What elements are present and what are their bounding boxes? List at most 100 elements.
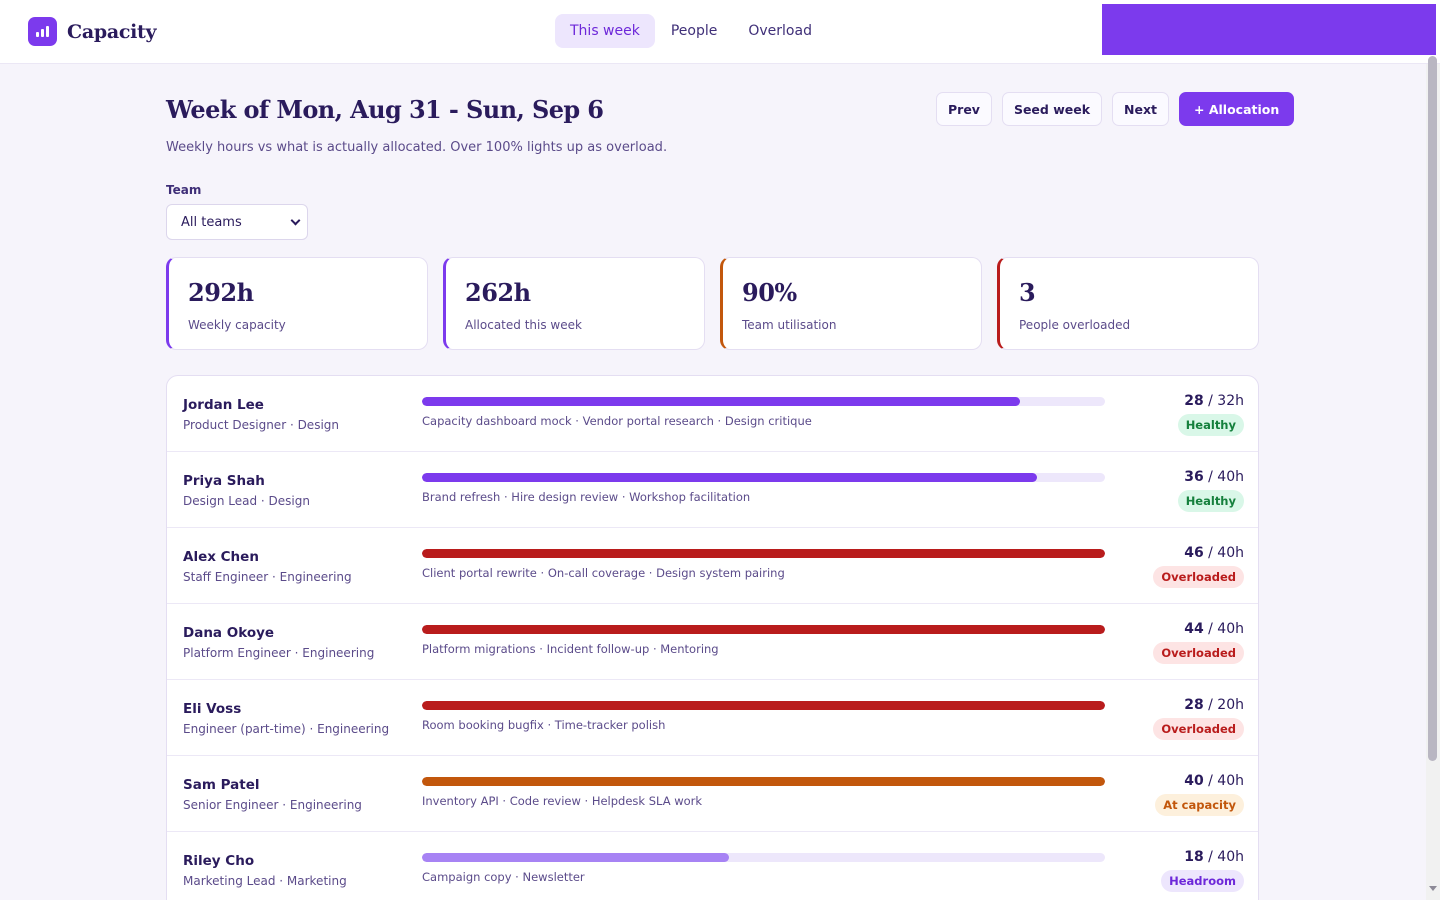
capacity-hours: / 40h bbox=[1203, 545, 1244, 561]
person-name[interactable]: Riley Cho bbox=[183, 853, 255, 869]
person-role: Engineer (part-time) · Engineering bbox=[183, 722, 390, 736]
status-badge: Healthy bbox=[1177, 490, 1244, 512]
status-badge: At capacity bbox=[1155, 794, 1244, 816]
person-name[interactable]: Sam Patel bbox=[183, 777, 260, 793]
prev-week-button[interactable]: Prev bbox=[936, 92, 992, 126]
hours-summary: 46 / 40h bbox=[1184, 545, 1244, 561]
person-tasks: Room booking bugfix · Time-tracker polis… bbox=[422, 718, 666, 732]
allocation-bar bbox=[422, 701, 1105, 710]
status-badge: Healthy bbox=[1177, 414, 1244, 436]
capacity-hours: / 32h bbox=[1203, 393, 1244, 409]
hours-summary: 40 / 40h bbox=[1184, 773, 1244, 789]
person-name[interactable]: Priya Shah bbox=[183, 473, 265, 489]
allocated-hours: 46 bbox=[1184, 545, 1204, 561]
allocated-hours: 44 bbox=[1184, 621, 1204, 637]
stat-label: Weekly capacity bbox=[188, 318, 286, 332]
person-role: Product Designer · Design bbox=[183, 418, 339, 432]
person-tasks: Capacity dashboard mock · Vendor portal … bbox=[422, 414, 812, 428]
allocated-hours: 28 bbox=[1184, 697, 1204, 713]
person-tasks: Client portal rewrite · On-call coverage… bbox=[422, 566, 785, 580]
person-row[interactable]: Dana Okoye Platform Engineer · Engineeri… bbox=[167, 604, 1258, 680]
allocated-hours: 40 bbox=[1184, 773, 1204, 789]
allocation-bar bbox=[422, 397, 1105, 406]
stat-value: 90% bbox=[742, 278, 797, 307]
capacity-hours: / 20h bbox=[1203, 697, 1244, 713]
tab-this-week[interactable]: This week bbox=[555, 14, 655, 48]
tab-overload[interactable]: Overload bbox=[748, 23, 812, 39]
team-select-value: All teams bbox=[181, 214, 242, 230]
stats-row: 292h Weekly capacity 262h Allocated this… bbox=[166, 257, 1259, 350]
next-week-button[interactable]: Next bbox=[1112, 92, 1170, 126]
stat-value: 3 bbox=[1019, 278, 1036, 307]
page-subtitle: Weekly hours vs what is actually allocat… bbox=[166, 140, 668, 155]
person-row[interactable]: Jordan Lee Product Designer · Design Cap… bbox=[167, 376, 1258, 452]
person-tasks: Brand refresh · Hire design review · Wor… bbox=[422, 490, 751, 504]
brand[interactable]: Capacity bbox=[28, 17, 157, 46]
scroll-down-arrow-icon[interactable] bbox=[1429, 886, 1437, 891]
allocated-hours: 28 bbox=[1184, 393, 1204, 409]
bar-chart-icon bbox=[28, 17, 57, 46]
status-badge: Overloaded bbox=[1153, 566, 1244, 588]
stat-label: Team utilisation bbox=[742, 318, 837, 332]
person-tasks: Inventory API · Code review · Helpdesk S… bbox=[422, 794, 703, 808]
allocation-bar bbox=[422, 473, 1105, 482]
person-tasks: Campaign copy · Newsletter bbox=[422, 870, 585, 884]
capacity-hours: / 40h bbox=[1203, 621, 1244, 637]
person-row[interactable]: Eli Voss Engineer (part-time) · Engineer… bbox=[167, 680, 1258, 756]
people-allocation-list: Jordan Lee Product Designer · Design Cap… bbox=[166, 375, 1259, 900]
person-name[interactable]: Alex Chen bbox=[183, 549, 259, 565]
stat-label: People overloaded bbox=[1019, 318, 1131, 332]
hours-summary: 44 / 40h bbox=[1184, 621, 1244, 637]
status-badge: Overloaded bbox=[1153, 718, 1244, 740]
person-row[interactable]: Priya Shah Design Lead · Design Brand re… bbox=[167, 452, 1258, 528]
person-tasks: Platform migrations · Incident follow-up… bbox=[422, 642, 719, 656]
week-actions: Prev Seed week Next + Allocation bbox=[936, 92, 1295, 126]
capacity-hours: / 40h bbox=[1203, 849, 1244, 865]
stat-value: 262h bbox=[465, 278, 531, 307]
hours-summary: 18 / 40h bbox=[1184, 849, 1244, 865]
stat-label: Allocated this week bbox=[465, 318, 582, 332]
stat-card-overloaded: 3 People overloaded bbox=[997, 257, 1259, 350]
scrollbar-thumb[interactable] bbox=[1428, 56, 1437, 761]
page-title: Week of Mon, Aug 31 - Sun, Sep 6 bbox=[166, 95, 604, 124]
allocation-bar bbox=[422, 549, 1105, 558]
hours-summary: 28 / 32h bbox=[1184, 393, 1244, 409]
person-name[interactable]: Jordan Lee bbox=[183, 397, 264, 413]
allocation-bar-fill bbox=[422, 549, 1105, 558]
brand-name: Capacity bbox=[67, 20, 157, 43]
allocation-bar bbox=[422, 777, 1105, 786]
person-role: Platform Engineer · Engineering bbox=[183, 646, 375, 660]
status-badge: Headroom bbox=[1161, 870, 1244, 892]
allocation-bar-fill bbox=[422, 397, 1020, 406]
stat-card-capacity: 292h Weekly capacity bbox=[166, 257, 428, 350]
hours-summary: 28 / 20h bbox=[1184, 697, 1244, 713]
capacity-hours: / 40h bbox=[1203, 773, 1244, 789]
allocation-bar-fill bbox=[422, 625, 1105, 634]
person-role: Staff Engineer · Engineering bbox=[183, 570, 352, 584]
person-row[interactable]: Riley Cho Marketing Lead · Marketing Cam… bbox=[167, 832, 1258, 900]
stat-card-allocated: 262h Allocated this week bbox=[443, 257, 705, 350]
team-select[interactable]: All teams bbox=[166, 204, 308, 240]
team-filter-label: Team bbox=[166, 183, 202, 197]
allocation-bar bbox=[422, 853, 1105, 862]
person-name[interactable]: Eli Voss bbox=[183, 701, 242, 717]
add-allocation-button[interactable]: + Allocation bbox=[1179, 92, 1295, 126]
person-role: Senior Engineer · Engineering bbox=[183, 798, 362, 812]
capacity-hours: / 40h bbox=[1203, 469, 1244, 485]
allocated-hours: 36 bbox=[1184, 469, 1204, 485]
person-role: Design Lead · Design bbox=[183, 494, 310, 508]
allocation-bar-fill bbox=[422, 701, 1105, 710]
header-accent-block bbox=[1102, 4, 1436, 55]
allocation-bar-fill bbox=[422, 473, 1037, 482]
tab-people[interactable]: People bbox=[670, 23, 718, 39]
status-badge: Overloaded bbox=[1153, 642, 1244, 664]
allocated-hours: 18 bbox=[1184, 849, 1204, 865]
person-name[interactable]: Dana Okoye bbox=[183, 625, 275, 641]
allocation-bar bbox=[422, 625, 1105, 634]
hours-summary: 36 / 40h bbox=[1184, 469, 1244, 485]
person-role: Marketing Lead · Marketing bbox=[183, 874, 347, 888]
person-row[interactable]: Alex Chen Staff Engineer · Engineering C… bbox=[167, 528, 1258, 604]
person-row[interactable]: Sam Patel Senior Engineer · Engineering … bbox=[167, 756, 1258, 832]
chevron-down-icon bbox=[290, 215, 301, 226]
seed-week-button[interactable]: Seed week bbox=[1001, 92, 1103, 126]
